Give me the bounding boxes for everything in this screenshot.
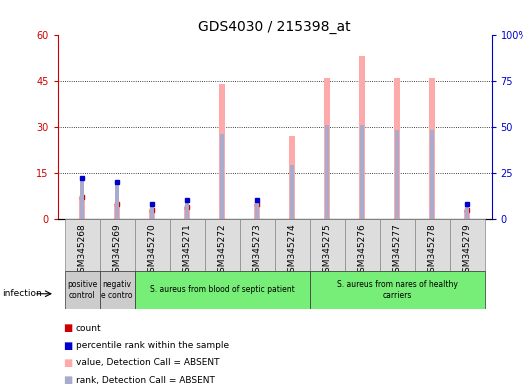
Text: value, Detection Call = ABSENT: value, Detection Call = ABSENT xyxy=(76,358,219,367)
Text: GSM345276: GSM345276 xyxy=(358,223,367,278)
FancyBboxPatch shape xyxy=(169,219,204,271)
Bar xyxy=(394,78,400,219)
Bar xyxy=(395,131,399,219)
Text: ■: ■ xyxy=(63,375,72,384)
Text: rank, Detection Call = ABSENT: rank, Detection Call = ABSENT xyxy=(76,376,215,384)
Bar xyxy=(80,178,84,219)
Bar xyxy=(325,125,329,219)
Bar xyxy=(184,207,190,219)
Text: GSM345271: GSM345271 xyxy=(183,223,191,278)
Text: GSM345279: GSM345279 xyxy=(463,223,472,278)
Text: percentile rank within the sample: percentile rank within the sample xyxy=(76,341,229,350)
FancyBboxPatch shape xyxy=(134,271,310,309)
FancyBboxPatch shape xyxy=(204,219,240,271)
Bar xyxy=(289,136,295,219)
FancyBboxPatch shape xyxy=(134,219,169,271)
Bar xyxy=(464,210,470,219)
Text: S. aureus from blood of septic patient: S. aureus from blood of septic patient xyxy=(150,285,294,295)
Text: S. aureus from nares of healthy
carriers: S. aureus from nares of healthy carriers xyxy=(337,280,458,300)
Bar xyxy=(359,56,365,219)
Text: ■: ■ xyxy=(63,341,72,351)
Bar xyxy=(219,84,225,219)
Bar xyxy=(185,200,189,219)
FancyBboxPatch shape xyxy=(450,219,485,271)
Text: ■: ■ xyxy=(63,323,72,333)
FancyBboxPatch shape xyxy=(275,219,310,271)
Text: GSM345277: GSM345277 xyxy=(393,223,402,278)
Text: GSM345278: GSM345278 xyxy=(428,223,437,278)
Bar xyxy=(115,182,119,219)
FancyBboxPatch shape xyxy=(64,219,99,271)
Bar xyxy=(465,204,469,219)
Text: negativ
e contro: negativ e contro xyxy=(101,280,133,300)
Text: GSM345270: GSM345270 xyxy=(147,223,156,278)
FancyBboxPatch shape xyxy=(415,219,450,271)
Bar xyxy=(429,78,435,219)
Bar xyxy=(149,210,155,219)
Bar xyxy=(79,197,85,219)
Text: GSM345274: GSM345274 xyxy=(288,223,297,278)
FancyBboxPatch shape xyxy=(310,271,485,309)
Text: GSM345269: GSM345269 xyxy=(112,223,121,278)
Text: GSM345275: GSM345275 xyxy=(323,223,332,278)
FancyBboxPatch shape xyxy=(99,219,134,271)
Text: GSM345272: GSM345272 xyxy=(218,223,226,278)
Text: ■: ■ xyxy=(63,358,72,368)
Bar xyxy=(220,134,224,219)
Text: GSM345273: GSM345273 xyxy=(253,223,262,278)
FancyBboxPatch shape xyxy=(240,219,275,271)
Bar xyxy=(430,131,434,219)
Bar xyxy=(255,200,259,219)
FancyBboxPatch shape xyxy=(99,271,134,309)
Bar xyxy=(114,204,120,219)
Text: infection: infection xyxy=(3,289,42,298)
Bar xyxy=(360,125,365,219)
Bar xyxy=(324,78,330,219)
Bar xyxy=(290,166,294,219)
FancyBboxPatch shape xyxy=(64,271,99,309)
FancyBboxPatch shape xyxy=(310,219,345,271)
Text: GSM345268: GSM345268 xyxy=(77,223,86,278)
Title: GDS4030 / 215398_at: GDS4030 / 215398_at xyxy=(198,20,351,33)
Text: count: count xyxy=(76,324,101,333)
Bar xyxy=(150,204,154,219)
Bar xyxy=(254,204,260,219)
FancyBboxPatch shape xyxy=(380,219,415,271)
FancyBboxPatch shape xyxy=(345,219,380,271)
Text: positive
control: positive control xyxy=(67,280,97,300)
